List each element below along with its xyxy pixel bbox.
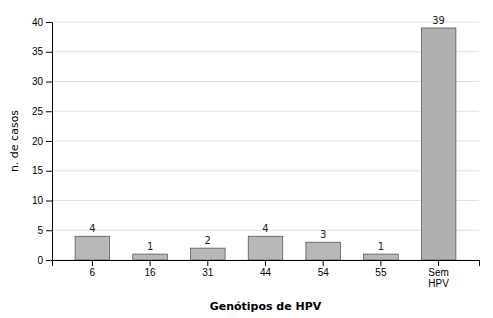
bar [248, 236, 283, 260]
grid [52, 22, 479, 260]
plot: 051015202530354061631445455SemHPV4124313… [32, 15, 480, 289]
x-axis-title: Genótipos de HPV [210, 300, 322, 313]
grid-line [52, 200, 479, 201]
y-tick: 35 [32, 46, 52, 57]
bar [190, 248, 225, 260]
data-label: 4 [262, 223, 268, 234]
x-tick-line [92, 260, 93, 266]
y-tick-line [46, 111, 52, 112]
x-tick-label: 6 [90, 267, 96, 278]
y-tick-line [46, 22, 52, 23]
y-tick-line [46, 230, 52, 231]
x-tick-line [150, 260, 151, 266]
x-axis: 6 16 31 44 54 55 SemHPV [53, 260, 480, 289]
x-tick-label: SemHPV [428, 267, 449, 289]
x-tick-label-line: Sem [428, 267, 449, 278]
x-tick-label: 31 [202, 267, 214, 278]
data-label: 3 [320, 229, 326, 240]
x-tick-label-line: HPV [428, 278, 449, 289]
x-tick-label: 44 [260, 267, 272, 278]
y-axis-line [46, 23, 53, 261]
x-tick: 6 [90, 260, 96, 278]
y-tick-line [46, 141, 52, 142]
x-tick-line [380, 260, 381, 266]
x-tick-line [438, 260, 439, 266]
y-tick-label: 5 [37, 225, 43, 236]
chart: 051015202530354061631445455SemHPV4124313… [0, 0, 493, 318]
x-tick: 16 [145, 260, 157, 278]
x-tick-label-line: 55 [375, 267, 387, 278]
y-axis: 0 5 10 15 20 25 30 35 40 [32, 17, 53, 266]
data-label: 2 [205, 235, 211, 246]
y-tick-label: 0 [37, 255, 43, 266]
grid-line [52, 81, 479, 82]
x-tick: 55 [375, 260, 387, 278]
x-tick: 31 [202, 260, 214, 278]
data-labels: 4 1 2 4 3 1 39 [89, 15, 445, 252]
y-tick-line [46, 52, 52, 53]
y-axis-title: n. de casos [8, 110, 21, 172]
bar [421, 28, 456, 260]
data-label: 1 [147, 241, 153, 252]
x-tick-label: 55 [375, 267, 387, 278]
x-tick: 44 [260, 260, 272, 278]
x-tick: 54 [318, 260, 330, 278]
x-tick-line [323, 260, 324, 266]
y-tick-label: 25 [32, 106, 44, 117]
y-tick-line [46, 201, 52, 202]
x-tick: SemHPV [428, 260, 449, 289]
grid-line [52, 51, 479, 52]
bar [75, 236, 110, 260]
x-tick-line [265, 260, 266, 266]
y-tick-label: 30 [32, 76, 44, 87]
grid-line [52, 22, 479, 23]
y-tick: 10 [32, 195, 52, 206]
bars [75, 28, 456, 260]
x-tick-label: 16 [145, 267, 157, 278]
y-tick: 0 [37, 255, 52, 266]
grid-line [52, 170, 479, 171]
y-tick-line [46, 82, 52, 83]
grid-line [52, 141, 479, 142]
y-tick-line [46, 260, 52, 261]
bar [133, 254, 168, 260]
bar [364, 254, 399, 260]
y-tick-label: 10 [32, 195, 44, 206]
y-tick-line [46, 171, 52, 172]
x-tick-label-line: 54 [318, 267, 330, 278]
y-tick-label: 20 [32, 136, 44, 147]
x-axis-line [53, 261, 480, 267]
y-tick: 25 [32, 106, 52, 117]
x-tick-label-line: 6 [90, 267, 96, 278]
grid-line [52, 111, 479, 112]
data-label: 39 [432, 15, 445, 26]
x-tick-label-line: 31 [202, 267, 214, 278]
y-tick: 15 [32, 165, 52, 176]
y-tick-label: 35 [32, 46, 44, 57]
y-tick: 5 [37, 225, 52, 236]
data-label: 4 [89, 223, 95, 234]
y-tick: 40 [32, 17, 52, 28]
y-tick: 20 [32, 136, 52, 147]
x-tick-label-line: 44 [260, 267, 272, 278]
bar [306, 242, 341, 260]
y-tick: 30 [32, 76, 52, 87]
x-tick-label-line: 16 [145, 267, 157, 278]
x-tick-label: 54 [318, 267, 330, 278]
y-tick-label: 15 [32, 165, 44, 176]
x-tick-line [207, 260, 208, 266]
y-tick-label: 40 [32, 17, 44, 28]
data-label: 1 [378, 241, 384, 252]
